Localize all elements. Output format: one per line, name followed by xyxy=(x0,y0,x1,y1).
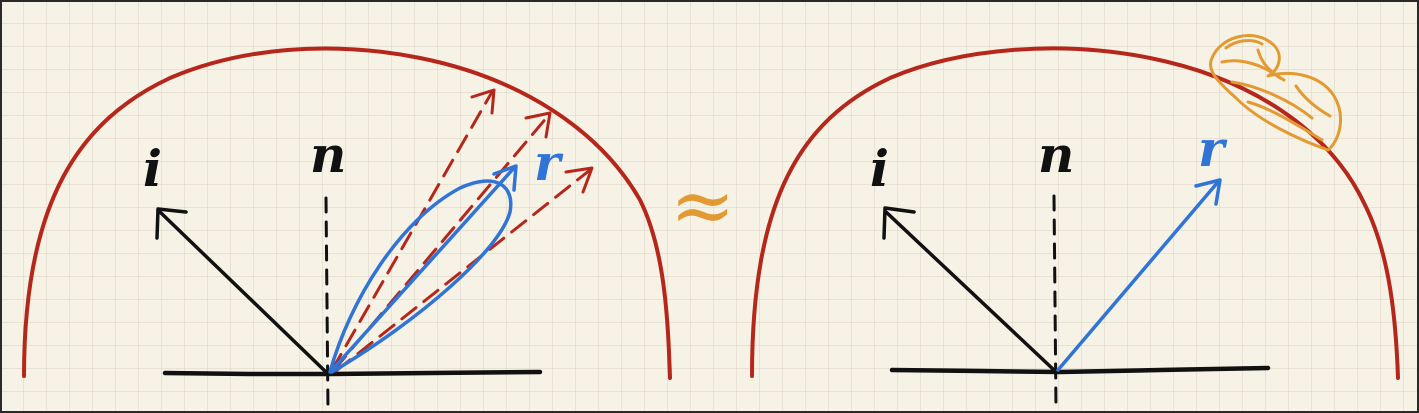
left-normal-label: n xyxy=(310,125,346,184)
right-highlight-scribble xyxy=(1209,33,1343,152)
right-reflect-arrow xyxy=(1056,178,1222,372)
approx-symbol: ≈ xyxy=(670,161,735,251)
right-hemisphere-arc xyxy=(750,46,1400,380)
right-panel: i n r xyxy=(750,33,1400,410)
right-surface-line xyxy=(889,365,1271,375)
right-normal-line xyxy=(1052,194,1058,410)
left-reflect-arrow xyxy=(330,164,518,372)
left-surface-line xyxy=(162,369,543,377)
right-reflect-label: r xyxy=(1198,119,1228,178)
left-normal-line xyxy=(324,196,330,412)
right-incident-arrow xyxy=(882,206,1056,372)
left-panel: i n r xyxy=(22,46,672,412)
left-hemisphere-arc xyxy=(22,46,672,380)
left-incident-label: i xyxy=(143,139,162,198)
right-incident-label: i xyxy=(870,139,889,198)
right-normal-label: n xyxy=(1038,125,1074,184)
left-reflect-label: r xyxy=(534,133,564,192)
left-incident-arrow xyxy=(155,207,328,374)
